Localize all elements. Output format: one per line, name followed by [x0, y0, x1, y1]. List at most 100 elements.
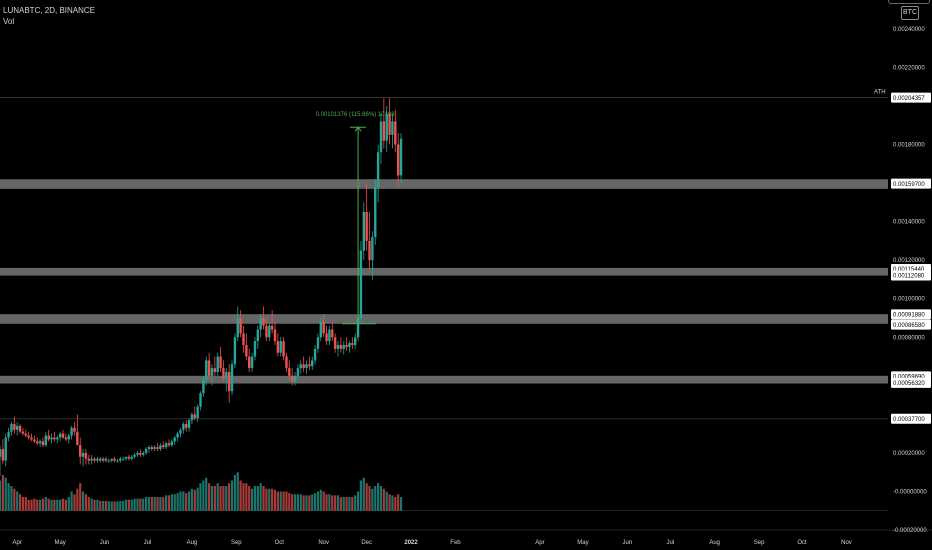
currency-button[interactable]: BTC	[901, 6, 919, 20]
candle-body	[0, 449, 2, 457]
candle-body	[30, 437, 33, 440]
volume-bar	[7, 483, 10, 511]
candle-body	[84, 452, 88, 459]
volume-bar	[208, 483, 211, 511]
candle-body	[259, 318, 262, 330]
candle-body	[279, 341, 282, 353]
x-tick-label: 2022	[404, 540, 418, 546]
candle-body	[167, 443, 171, 446]
volume-label: Vol	[3, 17, 15, 26]
candle-body	[119, 458, 122, 461]
volume-bar	[53, 499, 56, 511]
candle-body	[136, 452, 139, 455]
candle-body	[159, 445, 162, 450]
x-tick-label: Nov	[318, 540, 329, 546]
grid: ATH	[0, 90, 932, 531]
volume-bar	[50, 499, 53, 511]
candle-body	[61, 433, 65, 438]
volume-bar	[253, 485, 257, 511]
volume-bar	[302, 495, 305, 511]
price-tag-bg	[891, 309, 931, 320]
candle-body	[210, 368, 214, 376]
volume-bar	[354, 495, 357, 511]
candle-body	[87, 458, 90, 461]
volume-bar	[61, 498, 65, 511]
candle-body	[162, 445, 165, 448]
volume-bar	[24, 496, 27, 511]
volume-bar	[196, 487, 199, 511]
price-tag-label: 0.00059690	[893, 375, 925, 381]
candle-body	[382, 121, 386, 141]
volume-bar	[113, 501, 116, 511]
volume-bar	[296, 494, 300, 511]
x-tick-label: Jun	[100, 540, 110, 546]
candle-body	[64, 437, 68, 440]
price-axis: -0.00020000-0.000000000.000200000.000600…	[893, 27, 927, 534]
volume-bar	[70, 491, 73, 511]
price-tag-label: 0.00159700	[893, 182, 925, 188]
volume-bar	[397, 494, 400, 511]
volume-bar	[41, 498, 45, 511]
time-axis: Apr May Jun Jul Aug Sep Oct Nov Dec 2022 Feb Apr May…	[13, 540, 852, 546]
volume-bar	[156, 496, 159, 511]
candle-body	[376, 152, 380, 187]
candle-body	[290, 375, 294, 382]
volume-bar	[259, 483, 262, 511]
y-tick-label: 0.00120000	[893, 258, 925, 264]
volume-bar	[122, 500, 125, 511]
volume-bar	[325, 494, 328, 511]
volume-bar	[84, 494, 88, 511]
price-tag-label: 0.00086580	[893, 323, 925, 329]
volume-bar	[365, 483, 368, 511]
candle-body	[270, 325, 274, 330]
volume-bar	[107, 501, 110, 511]
candle-body	[288, 368, 291, 376]
candle-body	[27, 435, 30, 438]
candle-body	[339, 344, 343, 349]
x-tick-label: May	[54, 540, 65, 546]
volume-bar	[150, 496, 153, 511]
volume-bar	[334, 495, 337, 511]
candle-body	[356, 318, 360, 338]
y-tick-label: 0.00220000	[893, 65, 925, 71]
zones	[0, 179, 888, 384]
volume-bar	[219, 485, 222, 511]
volume-bar	[256, 485, 259, 511]
volume-bar	[351, 496, 354, 511]
candle-body	[379, 121, 383, 153]
candle-body	[213, 368, 217, 372]
zone-band	[0, 375, 888, 384]
candle-body	[328, 329, 331, 342]
x-tick-label: Apr	[535, 540, 544, 546]
candle-body	[156, 447, 159, 450]
volume-bar	[4, 477, 7, 511]
candle-body	[7, 431, 10, 438]
candle-body	[18, 425, 22, 432]
candle-body	[333, 337, 337, 349]
y-tick-label: 0.00100000	[893, 297, 925, 303]
volume-bar	[245, 483, 248, 511]
top-handle[interactable]	[888, 0, 930, 4]
x-tick-label: Jul	[144, 540, 152, 546]
volume-bar	[279, 491, 282, 511]
candle-body	[36, 441, 39, 444]
price-tag-bg	[891, 319, 931, 330]
x-tick-label: Nov	[841, 540, 852, 546]
candle-body	[396, 144, 400, 176]
candle-body	[182, 424, 185, 430]
volume-bar	[285, 491, 288, 511]
volume-bar	[76, 488, 79, 511]
candle-body	[150, 447, 154, 450]
y-tick-label: -0.00020000	[893, 528, 927, 534]
x-tick-label: Feb	[450, 540, 461, 546]
candle-body	[67, 435, 70, 440]
candle-body	[73, 427, 76, 432]
price-tag-label: 0.00056320	[893, 381, 925, 387]
x-tick-label: Aug	[187, 540, 198, 546]
volume-bar	[271, 488, 274, 511]
candle-body	[76, 431, 79, 446]
candle-body	[345, 344, 348, 347]
x-tick-label: Dec	[361, 540, 372, 546]
candle-body	[248, 356, 251, 369]
